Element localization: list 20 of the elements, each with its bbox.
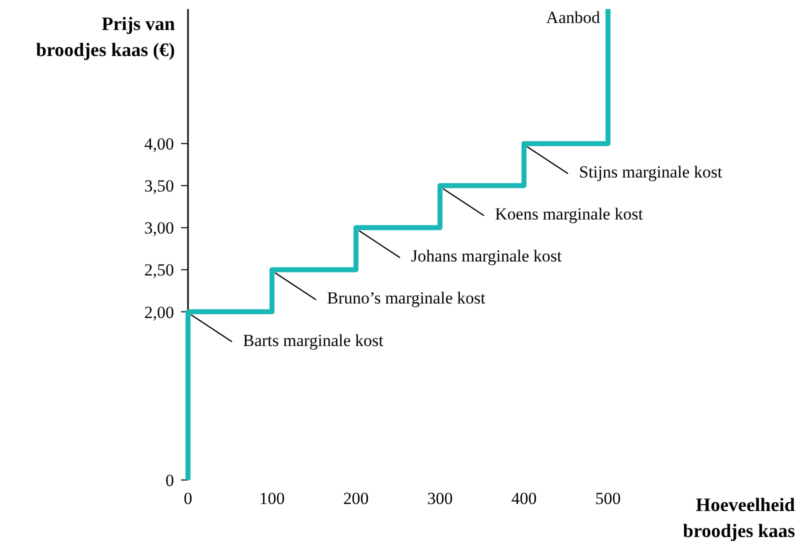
annotation: Koens marginale kost — [495, 204, 644, 224]
annotation: Johans marginale kost — [411, 246, 562, 266]
y-tick-label: 0 — [166, 471, 174, 490]
annotation: Bruno’s marginale kost — [327, 288, 486, 308]
y-tick-label: 3,00 — [144, 218, 174, 238]
y-axis-title: Prijs van broodjes kaas (€) — [36, 14, 176, 61]
y-tick-label: 3,50 — [144, 176, 174, 196]
y-tick-label: 2,00 — [144, 302, 174, 322]
x-axis-title: Hoeveelheid broodjes kaas — [682, 495, 796, 542]
annotation: Barts marginale kost — [243, 330, 384, 350]
y-tick-label: 2,50 — [144, 260, 174, 280]
x-tick-label: 300 — [427, 489, 453, 508]
x-tick-label: 0 — [184, 489, 192, 508]
series-label: Aanbod — [546, 8, 600, 27]
x-tick-label: 400 — [511, 489, 537, 508]
y-tick-label: 4,00 — [144, 134, 174, 154]
x-tick-label: 500 — [595, 489, 621, 508]
x-tick-label: 100 — [259, 489, 285, 508]
annotation: Stijns marginale kost — [579, 162, 723, 182]
x-tick-label: 200 — [343, 489, 369, 508]
